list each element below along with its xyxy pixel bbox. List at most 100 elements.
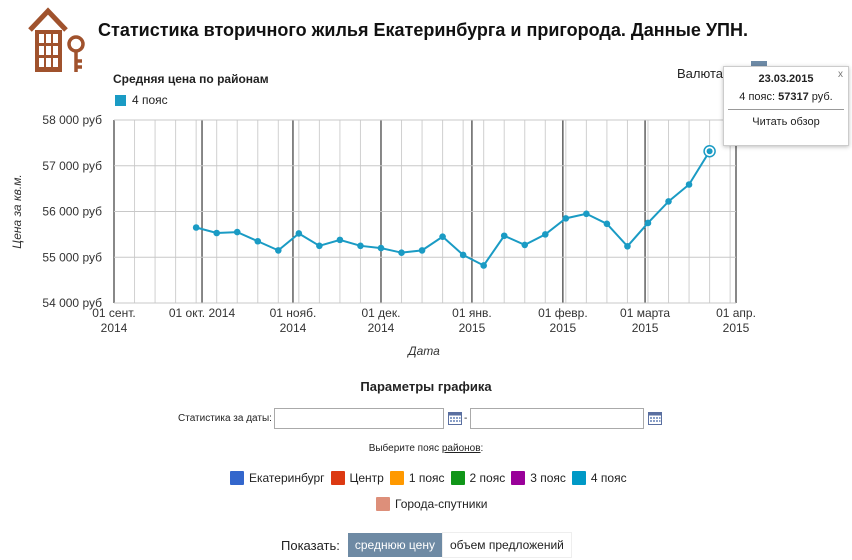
calendar-icon[interactable] bbox=[447, 412, 462, 425]
data-point bbox=[233, 228, 241, 236]
data-point bbox=[541, 231, 549, 238]
zone-label: 4 пояс bbox=[590, 471, 627, 485]
y-tick-label: 58 000 руб bbox=[42, 113, 102, 127]
data-point bbox=[706, 148, 713, 155]
data-point bbox=[562, 215, 570, 222]
x-tick-label: 2014 bbox=[368, 321, 395, 335]
date-from-input[interactable] bbox=[273, 408, 444, 429]
x-tick-label: 01 окт. 2014 bbox=[169, 306, 236, 320]
zone-swatch bbox=[571, 471, 586, 485]
data-point bbox=[336, 236, 344, 244]
data-point bbox=[275, 247, 282, 254]
zone-filter-row-2: Города-спутники bbox=[376, 497, 493, 511]
data-point bbox=[500, 232, 508, 240]
x-tick-label: 2014 bbox=[101, 321, 128, 335]
zone-toggle-belt-2[interactable]: 2 пояс bbox=[450, 471, 506, 485]
series-line bbox=[195, 150, 711, 267]
data-point bbox=[254, 237, 262, 245]
zone-label: 1 пояс bbox=[408, 471, 445, 485]
legend-swatch bbox=[115, 94, 126, 106]
y-tick-label: 54 000 руб bbox=[42, 296, 102, 310]
y-tick-label: 55 000 руб bbox=[42, 250, 102, 264]
data-point bbox=[624, 242, 631, 250]
data-point bbox=[685, 181, 693, 188]
y-tick-label: 56 000 руб bbox=[42, 205, 102, 219]
data-point bbox=[377, 244, 385, 252]
date-range-dash: - bbox=[463, 413, 468, 424]
dates-label: Статистика за даты: bbox=[178, 413, 272, 424]
zone-swatch bbox=[376, 497, 390, 511]
chart-legend-item[interactable]: 4 пояс bbox=[115, 93, 168, 107]
tooltip-date: 23.03.2015 bbox=[758, 73, 814, 85]
zone-label: Екатеринбург bbox=[249, 471, 325, 485]
zone-toggle-satellite-towns[interactable]: Города-спутники bbox=[376, 497, 487, 511]
x-tick-label: 01 марта bbox=[620, 306, 670, 320]
data-point bbox=[398, 249, 405, 256]
data-point bbox=[213, 229, 220, 237]
show-toggle-row: Показать: среднюю цену объем предложений bbox=[281, 532, 572, 558]
chart-title: Средняя цена по районам bbox=[113, 72, 269, 86]
data-point bbox=[459, 251, 467, 259]
read-review-link[interactable]: Читать обзор bbox=[752, 116, 820, 128]
choose-zone-colon: : bbox=[480, 443, 484, 454]
data-point bbox=[521, 241, 529, 249]
x-tick-label: 01 сент. bbox=[92, 306, 135, 320]
zone-swatch bbox=[230, 471, 244, 485]
calendar-icon[interactable] bbox=[648, 412, 663, 425]
tooltip-close-button[interactable]: x bbox=[838, 69, 843, 80]
data-point bbox=[192, 224, 200, 231]
x-tick-label: 01 нояб. bbox=[270, 306, 317, 320]
currency-label: Валюта bbox=[677, 66, 723, 81]
page-title: Статистика вторичного жилья Екатеринбург… bbox=[98, 20, 748, 40]
zone-filter-row: Екатеринбург Центр 1 пояс 2 пояс 3 пояс … bbox=[230, 471, 633, 485]
x-tick-label: 2014 bbox=[280, 321, 307, 335]
x-tick-label: 2015 bbox=[550, 321, 577, 335]
y-tick-label: 57 000 руб bbox=[42, 159, 102, 173]
data-point bbox=[665, 198, 672, 205]
zone-toggle-belt-1[interactable]: 1 пояс bbox=[389, 471, 445, 485]
x-tick-label: 2015 bbox=[723, 321, 750, 335]
tooltip-value: 57317 bbox=[778, 91, 809, 103]
data-point bbox=[603, 220, 611, 228]
zone-swatch bbox=[450, 471, 465, 485]
zone-label: Города-спутники bbox=[395, 497, 488, 511]
data-point bbox=[418, 247, 426, 254]
data-point bbox=[295, 230, 303, 237]
chart-tooltip: x 23.03.2015 4 пояс: 57317 руб. Читать о… bbox=[723, 66, 849, 146]
show-label: Показать: bbox=[281, 537, 340, 553]
data-point bbox=[480, 262, 487, 269]
data-point bbox=[644, 219, 652, 227]
tooltip-divider bbox=[728, 109, 844, 110]
zone-toggle-belt-4[interactable]: 4 пояс bbox=[571, 471, 627, 485]
zone-toggle-center[interactable]: Центр bbox=[330, 471, 384, 485]
x-tick-label: 01 апр. bbox=[716, 306, 756, 320]
date-to-input[interactable] bbox=[470, 408, 645, 429]
tooltip-value-row: 4 пояс: 57317 руб. bbox=[724, 91, 848, 103]
choose-zone-text: Выберите пояс bbox=[368, 443, 442, 454]
zone-toggle-ekaterinburg[interactable]: Екатеринбург bbox=[230, 471, 325, 485]
districts-link[interactable]: районов bbox=[441, 443, 481, 454]
house-key-logo-icon bbox=[28, 7, 85, 72]
zone-label: Центр bbox=[349, 471, 384, 485]
zone-swatch bbox=[330, 471, 345, 485]
data-point bbox=[583, 210, 590, 218]
show-volume-button[interactable]: объем предложений bbox=[441, 532, 572, 558]
tooltip-series: 4 пояс: bbox=[739, 91, 776, 103]
choose-zone-row: Выберите пояс районов: bbox=[0, 443, 852, 454]
data-point bbox=[439, 233, 446, 240]
params-title: Параметры графика bbox=[360, 379, 492, 394]
x-tick-label: 01 дек. bbox=[362, 306, 401, 320]
show-average-price-button[interactable]: среднюю цену bbox=[347, 533, 442, 557]
x-tick-label: 01 янв. bbox=[452, 306, 492, 320]
zone-toggle-belt-3[interactable]: 3 пояс bbox=[511, 471, 566, 485]
y-axis-label: Цена за кв.м. bbox=[10, 174, 24, 249]
zone-label: 2 пояс bbox=[469, 471, 506, 485]
x-axis-label: Дата bbox=[406, 344, 440, 358]
x-tick-label: 2015 bbox=[632, 321, 659, 335]
legend-label: 4 пояс bbox=[132, 93, 168, 107]
x-tick-label: 2015 bbox=[459, 321, 486, 335]
tooltip-unit: руб. bbox=[811, 91, 833, 103]
x-tick-label: 01 февр. bbox=[538, 306, 588, 320]
zone-swatch bbox=[511, 471, 526, 485]
